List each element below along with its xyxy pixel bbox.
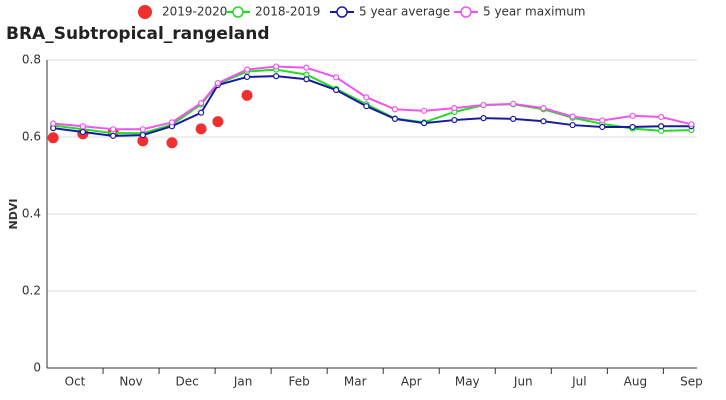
x-tick-label: Mar bbox=[344, 375, 367, 389]
line-marker bbox=[540, 118, 547, 125]
x-tick-label: Nov bbox=[119, 375, 142, 389]
line-marker bbox=[110, 126, 117, 133]
line-marker bbox=[303, 64, 310, 71]
line-marker bbox=[363, 103, 370, 110]
line-marker bbox=[110, 132, 117, 139]
line-marker bbox=[658, 113, 665, 121]
x-tick-label: Oct bbox=[65, 375, 86, 389]
line-marker bbox=[333, 86, 340, 94]
line-marker bbox=[569, 113, 576, 120]
line-marker bbox=[629, 123, 636, 131]
line-marker bbox=[510, 100, 517, 107]
legend-label: 2019-2020 bbox=[162, 5, 227, 19]
y-tick-label: 0 bbox=[33, 361, 41, 375]
line-marker bbox=[391, 106, 399, 113]
y-axis-label: NDVI bbox=[7, 199, 20, 230]
line-marker bbox=[658, 123, 665, 130]
y-tick-label: 0.8 bbox=[22, 53, 41, 67]
data-dot bbox=[195, 123, 207, 135]
line-marker bbox=[197, 100, 205, 107]
data-dot bbox=[241, 89, 253, 101]
x-tick-label: Jul bbox=[571, 375, 586, 389]
x-tick-label: Jun bbox=[513, 375, 533, 389]
x-tick-label: Dec bbox=[175, 375, 198, 389]
x-tick-label: Aug bbox=[624, 375, 647, 389]
line-marker bbox=[391, 115, 399, 123]
data-dot bbox=[212, 116, 224, 128]
line-marker bbox=[451, 105, 458, 112]
line-marker bbox=[451, 116, 458, 124]
line-marker bbox=[243, 73, 251, 81]
x-tick-label: Sep bbox=[680, 375, 703, 389]
line-marker bbox=[139, 126, 146, 133]
line-marker bbox=[599, 123, 606, 131]
line-marker bbox=[480, 115, 487, 122]
x-tick-label: Jan bbox=[233, 375, 253, 389]
y-tick-label: 0.2 bbox=[22, 284, 41, 298]
legend-marker bbox=[138, 5, 152, 19]
line-marker bbox=[139, 131, 146, 139]
line-marker bbox=[79, 128, 86, 136]
line-marker bbox=[273, 73, 280, 80]
line-marker bbox=[629, 112, 636, 119]
line-marker bbox=[421, 120, 428, 127]
line-marker bbox=[273, 63, 280, 70]
line-marker bbox=[168, 119, 176, 126]
legend-marker bbox=[460, 6, 472, 18]
x-tick-label: Apr bbox=[401, 375, 422, 389]
legend-label: 5 year maximum bbox=[483, 5, 586, 19]
line-marker bbox=[569, 121, 576, 129]
legend-marker bbox=[336, 6, 348, 18]
x-tick-label: May bbox=[455, 375, 480, 389]
legend-label: 2018-2019 bbox=[255, 5, 320, 19]
line-marker bbox=[510, 115, 517, 123]
data-dot bbox=[166, 137, 178, 149]
y-tick-label: 0.4 bbox=[22, 207, 41, 221]
line-marker bbox=[333, 74, 340, 81]
line-marker bbox=[50, 120, 57, 127]
chart-title: BRA_Subtropical_rangeland bbox=[6, 24, 270, 44]
legend-marker bbox=[232, 6, 244, 18]
line-marker bbox=[243, 66, 251, 73]
y-tick-label: 0.6 bbox=[22, 130, 41, 144]
line-marker bbox=[599, 117, 606, 124]
line-marker bbox=[79, 123, 86, 130]
line-marker bbox=[421, 107, 428, 114]
x-tick-label: Feb bbox=[289, 375, 310, 389]
series-line bbox=[53, 65, 692, 131]
line-marker bbox=[214, 79, 222, 87]
line-marker bbox=[303, 76, 310, 83]
line-marker bbox=[540, 105, 547, 112]
data-dot bbox=[47, 132, 59, 144]
legend-label: 5 year average bbox=[359, 5, 450, 19]
line-marker bbox=[197, 109, 205, 116]
line-marker bbox=[480, 101, 487, 109]
data-dot bbox=[137, 135, 149, 147]
series-line bbox=[53, 68, 692, 135]
line-marker bbox=[688, 121, 695, 128]
line-marker bbox=[363, 94, 370, 101]
